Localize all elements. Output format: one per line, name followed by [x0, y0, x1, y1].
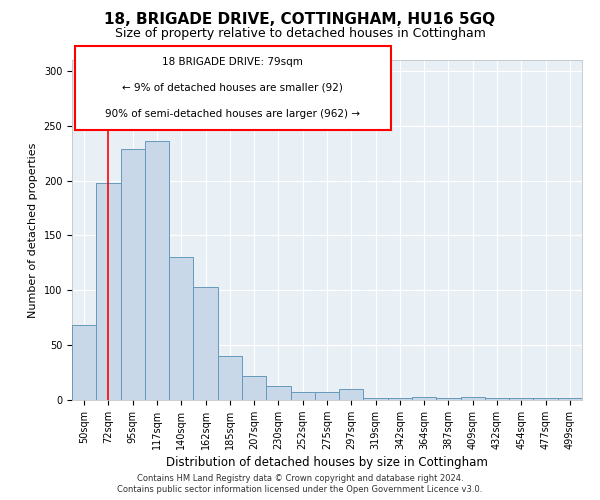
Bar [315, 392, 339, 400]
Text: ← 9% of detached houses are smaller (92): ← 9% of detached houses are smaller (92) [122, 82, 343, 92]
Bar [145, 141, 169, 400]
Bar [339, 389, 364, 400]
Text: 18, BRIGADE DRIVE, COTTINGHAM, HU16 5GQ: 18, BRIGADE DRIVE, COTTINGHAM, HU16 5GQ [104, 12, 496, 28]
Bar [388, 398, 412, 400]
Bar [96, 183, 121, 400]
Text: 18 BRIGADE DRIVE: 79sqm: 18 BRIGADE DRIVE: 79sqm [162, 56, 303, 66]
Text: Contains HM Land Registry data © Crown copyright and database right 2024.
Contai: Contains HM Land Registry data © Crown c… [118, 474, 482, 494]
Bar [290, 392, 315, 400]
Bar [412, 396, 436, 400]
Bar [193, 287, 218, 400]
Bar [485, 398, 509, 400]
Bar [509, 398, 533, 400]
Bar [242, 376, 266, 400]
FancyBboxPatch shape [74, 46, 391, 130]
Y-axis label: Number of detached properties: Number of detached properties [28, 142, 38, 318]
Bar [121, 149, 145, 400]
X-axis label: Distribution of detached houses by size in Cottingham: Distribution of detached houses by size … [166, 456, 488, 469]
Bar [266, 386, 290, 400]
Bar [558, 398, 582, 400]
Bar [364, 398, 388, 400]
Bar [218, 356, 242, 400]
Text: 90% of semi-detached houses are larger (962) →: 90% of semi-detached houses are larger (… [105, 110, 360, 120]
Bar [436, 398, 461, 400]
Text: Size of property relative to detached houses in Cottingham: Size of property relative to detached ho… [115, 28, 485, 40]
Bar [72, 326, 96, 400]
Bar [169, 258, 193, 400]
Bar [533, 398, 558, 400]
Bar [461, 396, 485, 400]
